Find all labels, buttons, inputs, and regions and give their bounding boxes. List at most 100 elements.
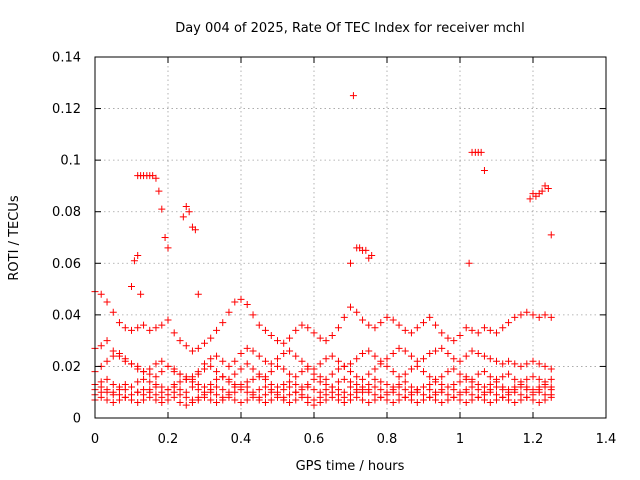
x-tick-label: 0.4 — [231, 432, 252, 447]
data-point — [389, 350, 397, 358]
data-point — [219, 373, 227, 381]
data-point — [474, 350, 482, 358]
data-point — [365, 399, 373, 407]
data-point — [182, 401, 190, 409]
data-point — [176, 399, 184, 407]
data-point — [115, 319, 123, 327]
data-point — [353, 386, 361, 394]
data-points — [91, 92, 555, 409]
y-tick-label: 0.04 — [52, 308, 81, 323]
data-point — [155, 187, 163, 195]
data-point — [219, 357, 227, 365]
data-point — [146, 378, 154, 386]
data-point — [267, 360, 275, 368]
data-point — [158, 368, 166, 376]
data-point — [164, 362, 172, 370]
data-point — [249, 375, 257, 383]
data-point — [225, 388, 233, 396]
data-point — [176, 386, 184, 394]
data-point — [407, 329, 415, 337]
y-tick-labels: 0 0.02 0.04 0.06 0.08 0.1 0.12 0.14 — [52, 51, 81, 427]
data-point — [194, 370, 202, 378]
data-point — [383, 362, 391, 370]
data-point — [480, 352, 488, 360]
data-point — [450, 365, 458, 373]
data-point — [213, 391, 221, 399]
data-point — [121, 380, 129, 388]
axis-ticks — [94, 56, 607, 419]
data-point — [121, 324, 129, 332]
data-point — [505, 370, 513, 378]
data-point — [182, 388, 190, 396]
y-tick-label: 0.12 — [52, 102, 81, 117]
data-point — [401, 386, 409, 394]
data-point — [103, 298, 111, 306]
series — [134, 172, 172, 252]
data-point — [334, 386, 342, 394]
data-point — [267, 331, 275, 339]
series — [91, 386, 555, 404]
data-point — [146, 365, 154, 373]
data-point — [298, 386, 306, 394]
data-point — [152, 174, 160, 182]
data-point — [353, 393, 361, 401]
data-point — [176, 378, 184, 386]
data-point — [517, 396, 525, 404]
data-point — [420, 383, 427, 391]
data-point — [103, 357, 111, 365]
data-point — [146, 326, 154, 334]
data-point — [280, 386, 288, 394]
data-point — [389, 386, 397, 394]
data-point — [231, 370, 239, 378]
data-point — [267, 386, 275, 394]
data-point — [334, 324, 342, 332]
data-point — [389, 316, 397, 324]
data-point — [231, 357, 239, 365]
data-point — [511, 399, 519, 407]
data-point — [505, 357, 513, 365]
data-point — [462, 375, 470, 383]
data-point — [413, 386, 421, 394]
data-point — [371, 324, 379, 332]
data-point — [401, 393, 409, 401]
data-point — [505, 396, 513, 404]
chart-title: Day 004 of 2025, Rate Of TEC Index for r… — [175, 21, 525, 36]
data-point — [152, 383, 160, 391]
data-point — [474, 386, 482, 394]
data-point — [137, 290, 145, 298]
data-point — [420, 355, 427, 363]
data-point — [225, 362, 233, 370]
data-point — [493, 357, 500, 365]
data-point — [420, 396, 427, 404]
data-point — [310, 401, 318, 409]
data-point — [359, 350, 367, 358]
data-point — [158, 321, 166, 329]
data-point — [353, 373, 361, 381]
data-point — [219, 396, 227, 404]
data-point — [261, 391, 269, 399]
data-point — [152, 373, 160, 381]
data-point — [286, 399, 294, 407]
data-point — [477, 148, 485, 156]
data-point — [237, 399, 245, 407]
data-point — [274, 355, 281, 363]
data-point — [304, 399, 312, 407]
data-point — [444, 334, 452, 342]
data-point — [310, 386, 318, 394]
data-point — [535, 313, 543, 321]
data-point — [152, 324, 160, 332]
data-point — [474, 393, 482, 401]
data-point — [395, 344, 403, 352]
data-point — [456, 357, 464, 365]
data-point — [535, 360, 543, 368]
data-point — [432, 396, 440, 404]
data-point — [243, 396, 251, 404]
data-point — [362, 246, 370, 254]
data-point — [213, 326, 221, 334]
data-point — [213, 368, 221, 376]
data-point — [486, 326, 494, 334]
data-point — [456, 378, 464, 386]
data-point — [261, 357, 269, 365]
data-point — [109, 380, 117, 388]
data-point — [298, 321, 306, 329]
